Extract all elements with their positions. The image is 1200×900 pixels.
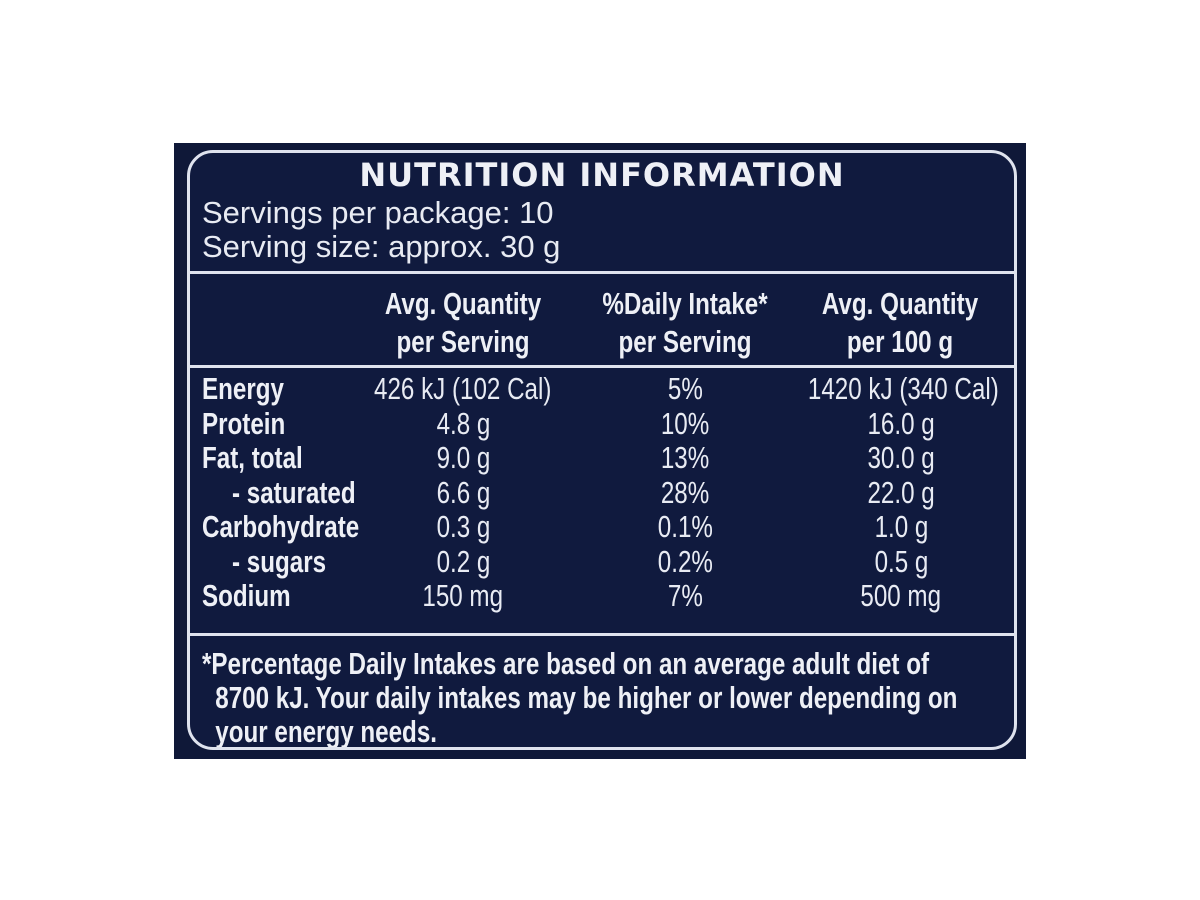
per-100g-value: 1420 kJ (340 Cal): [807, 371, 999, 406]
value-cell: 28%: [565, 475, 805, 511]
footnote-line: 8700 kJ. Your daily intakes may be highe…: [215, 680, 958, 715]
per-serving-value: 0.3 g: [436, 509, 490, 544]
nutrient-name: Fat, total: [202, 440, 303, 475]
per-100g-value: 1.0 g: [874, 509, 928, 544]
table-row: Fat, total 9.0 g 13% 30.0 g: [190, 440, 1014, 475]
per-serving-value: 6.6 g: [436, 474, 490, 510]
column-header-per-serving: Avg. Quantity per Serving: [353, 285, 573, 361]
value-cell: 5%: [565, 371, 805, 407]
per-serving-value: 0.2 g: [436, 543, 490, 579]
daily-intake-value: 7%: [667, 578, 703, 613]
value-cell: 0.3 g: [343, 509, 583, 545]
nutrient-name: - sugars: [232, 543, 327, 579]
per-100g-value: 0.5 g: [874, 543, 928, 579]
per-100g-value: 30.0 g: [867, 440, 935, 475]
table-row: Energy 426 kJ (102 Cal) 5% 1420 kJ (340 …: [190, 371, 1014, 406]
nutrient-name: Carbohydrate: [202, 509, 360, 544]
value-cell: 4.8 g: [343, 406, 583, 442]
per-serving-value: 426 kJ (102 Cal): [374, 371, 552, 406]
table-row: Sodium 150 mg 7% 500 mg: [190, 578, 1014, 613]
value-cell: 16.0 g: [781, 405, 1014, 442]
value-cell: 500 mg: [781, 578, 1014, 614]
value-cell: 1.0 g: [781, 509, 1014, 545]
nutrient-name: Protein: [202, 405, 286, 441]
column-header-line2: per Serving: [396, 324, 530, 359]
value-cell: 13%: [565, 440, 805, 476]
footnote: *Percentage Daily Intakes are based on a…: [202, 646, 966, 749]
daily-intake-value: 13%: [660, 440, 710, 475]
daily-intake-value: 0.1%: [657, 509, 713, 544]
nutrient-name: Energy: [202, 371, 284, 406]
value-cell: 150 mg: [343, 578, 583, 614]
column-header-line1: %Daily Intake*: [602, 286, 768, 321]
table-row: Protein 4.8 g 10% 16.0 g: [190, 406, 1014, 441]
value-cell: 7%: [565, 578, 805, 614]
value-cell: 1420 kJ (340 Cal): [781, 371, 1014, 407]
value-cell: 10%: [565, 406, 805, 442]
nutrition-label: NUTRITION INFORMATION Servings per packa…: [187, 150, 1017, 750]
divider-top: [190, 271, 1014, 274]
nutrient-name: Sodium: [202, 578, 291, 613]
table-row: - sugars 0.2 g 0.2% 0.5 g: [190, 544, 1014, 579]
divider-footnote: [190, 633, 1014, 636]
per-100g-value: 500 mg: [860, 578, 942, 613]
footnote-line: your energy needs.: [215, 714, 437, 749]
value-cell: 0.5 g: [781, 543, 1014, 580]
value-cell: 426 kJ (102 Cal): [343, 371, 583, 407]
value-cell: 30.0 g: [781, 440, 1014, 476]
daily-intake-value: 28%: [660, 474, 710, 510]
per-100g-value: 16.0 g: [867, 405, 935, 441]
column-header-daily-intake: %Daily Intake* per Serving: [575, 285, 795, 361]
divider-header: [190, 365, 1014, 368]
per-serving-value: 9.0 g: [436, 440, 490, 475]
servings-per-package: Servings per package: 10: [202, 195, 554, 230]
nutrient-name: - saturated: [232, 474, 356, 510]
column-header-line1: Avg. Quantity: [821, 286, 979, 321]
table-row: Carbohydrate 0.3 g 0.1% 1.0 g: [190, 509, 1014, 544]
serving-size: Serving size: approx. 30 g: [202, 229, 561, 264]
per-serving-value: 150 mg: [422, 578, 504, 613]
per-100g-value: 22.0 g: [867, 474, 935, 510]
table-row: - saturated 6.6 g 28% 22.0 g: [190, 475, 1014, 510]
daily-intake-value: 0.2%: [657, 543, 713, 579]
value-cell: 6.6 g: [343, 475, 583, 511]
column-header-line2: per 100 g: [846, 324, 954, 359]
column-header-line1: Avg. Quantity: [384, 286, 542, 321]
column-header-line2: per Serving: [618, 324, 752, 359]
label-title: NUTRITION INFORMATION: [359, 156, 845, 194]
value-cell: 22.0 g: [781, 474, 1014, 511]
daily-intake-value: 10%: [660, 405, 710, 441]
value-cell: 9.0 g: [343, 440, 583, 476]
daily-intake-value: 5%: [667, 371, 703, 406]
column-header-per-100g: Avg. Quantity per 100 g: [790, 285, 1010, 361]
value-cell: 0.2 g: [343, 544, 583, 580]
value-cell: 0.2%: [565, 544, 805, 580]
per-serving-value: 4.8 g: [436, 405, 490, 441]
footnote-line: *Percentage Daily Intakes are based on a…: [202, 646, 930, 681]
value-cell: 0.1%: [565, 509, 805, 545]
nutrient-table: Energy 426 kJ (102 Cal) 5% 1420 kJ (340 …: [190, 371, 1014, 613]
